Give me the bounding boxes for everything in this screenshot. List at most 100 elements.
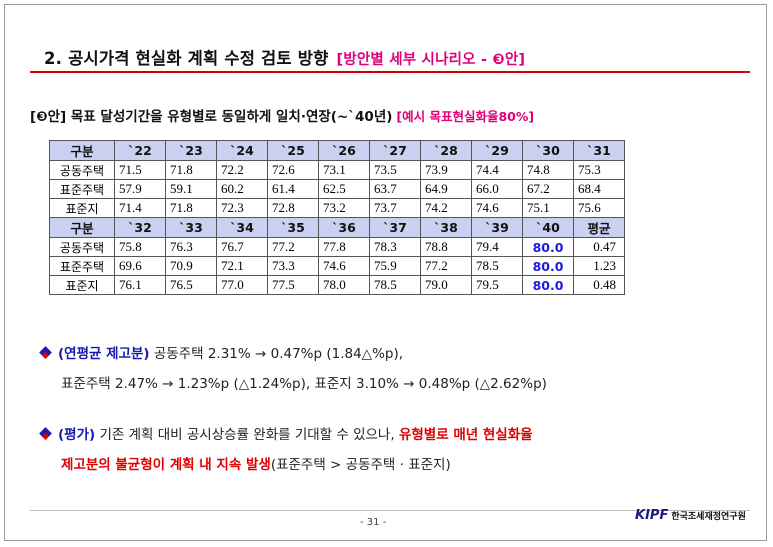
value-cell: 76.7: [216, 237, 268, 257]
header-year-cell: `22: [114, 140, 166, 161]
value-cell: 78.3: [369, 237, 421, 257]
value-cell: 72.1: [216, 256, 268, 276]
value-cell: 75.8: [114, 237, 166, 257]
header-year-cell: `35: [267, 217, 319, 238]
diamond-bullet-icon: [39, 426, 52, 440]
bullet2-line2-row: 제고분의 불균형이 계획 내 지속 발생(표준주택 > 공동주택 · 표준지): [61, 453, 451, 473]
value-cell: 76.5: [165, 275, 217, 295]
row-label-cell: 표준주택: [49, 256, 115, 276]
target-value-cell: 80.0: [522, 275, 574, 295]
header-year-cell: 평균: [573, 217, 625, 238]
value-cell: 77.5: [267, 275, 319, 295]
header-year-cell: `23: [165, 140, 217, 161]
value-cell: 73.7: [369, 198, 421, 218]
value-cell: 71.8: [165, 198, 217, 218]
bullet2-tag: (평가): [58, 427, 96, 443]
value-cell: 73.3: [267, 256, 319, 276]
value-cell: 60.2: [216, 179, 268, 199]
value-cell: 77.2: [420, 256, 472, 276]
header-year-cell: `29: [471, 140, 523, 161]
table-row: 표준지 71.4 71.8 72.3 72.8 73.2 73.7 74.2 74.6 75.1 7…: [49, 198, 625, 218]
value-cell: 75.3: [573, 160, 625, 180]
slide-title: 2. 공시가격 현실화 계획 수정 검토 방향 [방안별 세부 시나리오 - ❸안…: [44, 45, 525, 69]
row-label-cell: 표준주택: [49, 179, 115, 199]
average-cell: 0.48: [573, 275, 625, 295]
row-label-cell: 표준지: [49, 275, 115, 295]
value-cell: 79.4: [471, 237, 523, 257]
row-label-cell: 공동주택: [49, 237, 115, 257]
value-cell: 78.5: [369, 275, 421, 295]
value-cell: 71.8: [165, 160, 217, 180]
value-cell: 57.9: [114, 179, 166, 199]
value-cell: 73.9: [420, 160, 472, 180]
table-row: 표준주택 69.6 70.9 72.1 73.3 74.6 75.9 77.2 78.5 80.0…: [49, 256, 625, 276]
header-year-cell: `34: [216, 217, 268, 238]
bullet1-line1: 공동주택 2.31% → 0.47%p (1.84△%p),: [153, 346, 404, 362]
value-cell: 74.8: [522, 160, 574, 180]
value-cell: 78.5: [471, 256, 523, 276]
header-year-cell: `25: [267, 140, 319, 161]
bullet1-line2-row: 표준주택 2.47% → 1.23%p (△1.24%p), 표준지 3.10%…: [61, 372, 547, 392]
header-year-cell: `38: [420, 217, 472, 238]
kipf-logo: KIPF 한국조세재정연구원: [635, 508, 746, 523]
value-cell: 77.2: [267, 237, 319, 257]
value-cell: 74.6: [471, 198, 523, 218]
value-cell: 75.6: [573, 198, 625, 218]
header-year-cell: `30: [522, 140, 574, 161]
page-number: - 31 -: [360, 517, 387, 528]
average-cell: 0.47: [573, 237, 625, 257]
value-cell: 74.2: [420, 198, 472, 218]
header-year-cell: `39: [471, 217, 523, 238]
bullet-annual-average: (연평균 제고분) 공동주택 2.31% → 0.47%p (1.84△%p),: [39, 342, 404, 362]
header-year-cell: `33: [165, 217, 217, 238]
table-row: 표준지 76.1 76.5 77.0 77.5 78.0 78.5 79.0 79.5 80.0 0…: [49, 275, 625, 295]
value-cell: 78.8: [420, 237, 472, 257]
value-cell: 72.3: [216, 198, 268, 218]
bullet2-red1: 유형별로 매년 현실화율: [398, 427, 533, 443]
scenario-heading: [❸안] 목표 달성기간을 유형별로 동일하게 일치·연장(~`40년) [예시 …: [30, 105, 534, 125]
bullet-evaluation: (평가) 기존 계획 대비 공시상승률 완화를 기대할 수 있으나, 유형별로 …: [39, 423, 533, 443]
bullet1-line2: 표준주택 2.47% → 1.23%p (△1.24%p), 표준지 3.10%…: [61, 376, 547, 392]
header-year-cell: `28: [420, 140, 472, 161]
logo-name: 한국조세재정연구원: [671, 512, 746, 522]
value-cell: 68.4: [573, 179, 625, 199]
bullet2-tail: (표준주택 > 공동주택 · 표준지): [270, 457, 451, 473]
value-cell: 73.5: [369, 160, 421, 180]
bullet2-text: 기존 계획 대비 공시상승률 완화를 기대할 수 있으나,: [99, 427, 395, 443]
value-cell: 75.9: [369, 256, 421, 276]
header-year-cell: `31: [573, 140, 625, 161]
value-cell: 79.5: [471, 275, 523, 295]
value-cell: 73.2: [318, 198, 370, 218]
header-year-cell: `24: [216, 140, 268, 161]
value-cell: 66.0: [471, 179, 523, 199]
value-cell: 61.4: [267, 179, 319, 199]
title-main: 2. 공시가격 현실화 계획 수정 검토 방향: [44, 49, 329, 68]
title-underline: [30, 71, 750, 73]
average-cell: 1.23: [573, 256, 625, 276]
target-value-cell: 80.0: [522, 256, 574, 276]
value-cell: 78.0: [318, 275, 370, 295]
value-cell: 62.5: [318, 179, 370, 199]
footer-divider: [30, 510, 750, 511]
table-row: 표준주택 57.9 59.1 60.2 61.4 62.5 63.7 64.9 66.0 67.2…: [49, 179, 625, 199]
table-row: 공동주택 75.8 76.3 76.7 77.2 77.8 78.3 78.8 79.4 80.0…: [49, 237, 625, 257]
value-cell: 64.9: [420, 179, 472, 199]
scenario-example: [예시 목표현실화율80%]: [396, 109, 535, 124]
header-year-cell: `27: [369, 140, 421, 161]
value-cell: 67.2: [522, 179, 574, 199]
header-year-cell: `40: [522, 217, 574, 238]
target-value-cell: 80.0: [522, 237, 574, 257]
value-cell: 72.6: [267, 160, 319, 180]
row-label-cell: 표준지: [49, 198, 115, 218]
table-row: 공동주택 71.5 71.8 72.2 72.6 73.1 73.5 73.9 74.4 74.8…: [49, 160, 625, 180]
value-cell: 70.9: [165, 256, 217, 276]
value-cell: 71.5: [114, 160, 166, 180]
value-cell: 73.1: [318, 160, 370, 180]
value-cell: 76.1: [114, 275, 166, 295]
ratio-table: 구분 `22 `23 `24 `25 `26 `27 `28 `29 `30 `31 공동주택 71.5…: [49, 140, 625, 295]
table-header-row: 구분 `32 `33 `34 `35 `36 `37 `38 `39 `40 평균: [49, 217, 625, 238]
table-header-row: 구분 `22 `23 `24 `25 `26 `27 `28 `29 `30 `31: [49, 140, 625, 161]
header-label-cell: 구분: [49, 140, 115, 161]
bullet1-tag: (연평균 제고분): [58, 346, 150, 362]
title-sub: [방안별 세부 시나리오 - ❸안]: [336, 52, 526, 68]
